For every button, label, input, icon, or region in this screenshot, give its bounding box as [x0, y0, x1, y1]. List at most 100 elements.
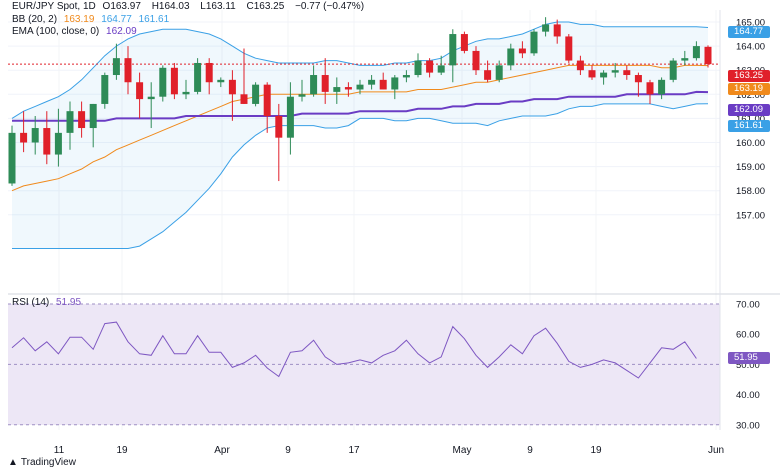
ema-label: EMA (100, close, 0) [12, 26, 100, 37]
candle-body [112, 58, 120, 76]
x-tick-label: 19 [116, 445, 128, 456]
candle-body [553, 24, 561, 37]
candle-body [414, 60, 422, 76]
candle-body [252, 84, 260, 104]
candle-body [89, 103, 97, 129]
tv-logo-icon: ▲ [8, 457, 18, 468]
bb-label: BB (20, 2) [12, 14, 58, 25]
candle-body [217, 79, 225, 83]
low-label: L [200, 1, 206, 12]
x-tick-label: 11 [54, 445, 65, 456]
candle-body [460, 34, 468, 51]
candle-body [275, 115, 283, 138]
candle-body [658, 79, 666, 95]
candle-body [495, 65, 503, 80]
candle-body [588, 70, 596, 78]
candle-body [634, 75, 642, 83]
candle-body [692, 46, 700, 59]
candle-body [611, 70, 619, 73]
candle-body [286, 96, 294, 138]
candle-body [170, 67, 178, 95]
candle-body [565, 36, 573, 61]
candles [8, 17, 712, 186]
candle-body [124, 58, 132, 83]
x-tick-label: 19 [590, 445, 602, 456]
x-tick-label: Apr [214, 445, 230, 456]
ema-value: 162.09 [106, 26, 137, 37]
candle-body [681, 58, 689, 61]
rsi-tick-label: 30.00 [736, 420, 760, 431]
y-tick-label: 164.00 [736, 42, 765, 53]
candle-body [472, 50, 480, 71]
candle-body [147, 96, 155, 100]
tradingview-logo: ▲ TradingView [8, 457, 76, 468]
candle-body [530, 31, 538, 54]
candle-body [31, 128, 39, 143]
bb-lower-tag: 161.61 [728, 120, 770, 132]
open-label: O [102, 1, 111, 12]
symbol-title: EUR/JPY Spot, 1D [12, 1, 96, 12]
close-value: 163.25 [253, 1, 285, 12]
x-tick-label: 9 [285, 445, 291, 456]
candle-body [78, 111, 86, 129]
candle-body [182, 91, 190, 95]
candle-body [576, 60, 584, 71]
rsi-line [11, 321, 697, 379]
candle-body [669, 60, 677, 80]
bb-upper-tag: 164.77 [728, 26, 770, 38]
x-tick-label: 17 [348, 445, 360, 456]
candle-body [426, 60, 434, 73]
candle-body [507, 48, 515, 66]
bb-band-fill [12, 22, 708, 249]
candle-body [228, 79, 236, 95]
ema-tag: 162.09 [728, 104, 770, 116]
candle-body [240, 94, 248, 104]
candle-body [263, 84, 271, 116]
candle-body [298, 94, 306, 97]
candle-body [194, 62, 202, 92]
candle-body [368, 79, 376, 85]
candle-body [437, 65, 445, 73]
candle-body [449, 34, 457, 66]
candle-body [310, 75, 318, 95]
open-value: 163.97 [110, 1, 141, 12]
y-tick-label: 165.00 [736, 18, 765, 29]
rsi-legend: RSI (14) 51.95 [12, 297, 85, 309]
candle-body [205, 62, 213, 83]
bb-upper-line [11, 21, 709, 119]
candle-body [484, 70, 492, 80]
candle-body [379, 79, 387, 90]
y-tick-label: 162.00 [736, 90, 765, 101]
rsi-tick-label: 40.00 [736, 390, 760, 401]
y-tick-label: 158.00 [736, 186, 765, 197]
rsi-tick-label: 50.00 [736, 360, 760, 371]
candle-body [704, 46, 712, 65]
candle-body [8, 132, 16, 184]
candle-body [136, 82, 144, 100]
bb-lower-value: 161.61 [138, 14, 170, 25]
ema-line [12, 90, 709, 122]
x-tick-label: May [453, 445, 472, 456]
candle-body [101, 75, 109, 104]
y-tick-label: 157.00 [736, 210, 765, 221]
high-value: 164.03 [158, 1, 190, 12]
rsi-label: RSI (14) [12, 297, 50, 308]
candle-body [623, 70, 631, 76]
bb-lower-line [12, 103, 709, 249]
bb-mid-tag: 163.19 [728, 83, 770, 95]
y-tick-label: 161.00 [736, 114, 765, 125]
x-tick-label: Jun [708, 445, 724, 456]
bb-legend: BB (20, 2) 163.19 164.77 161.61 [12, 14, 173, 26]
candle-body [542, 24, 550, 32]
rsi-levels [8, 303, 720, 426]
change-value: −0.77 (−0.47%) [295, 1, 365, 12]
rsi-value: 51.95 [56, 297, 82, 308]
x-tick-label: 9 [527, 445, 533, 456]
ema-legend: EMA (100, close, 0) 162.09 [12, 26, 141, 38]
candle-body [391, 77, 399, 90]
close-label: C [246, 1, 254, 12]
rsi-tick-label: 60.00 [736, 330, 760, 341]
candle-body [321, 75, 329, 92]
candle-body [518, 48, 526, 54]
